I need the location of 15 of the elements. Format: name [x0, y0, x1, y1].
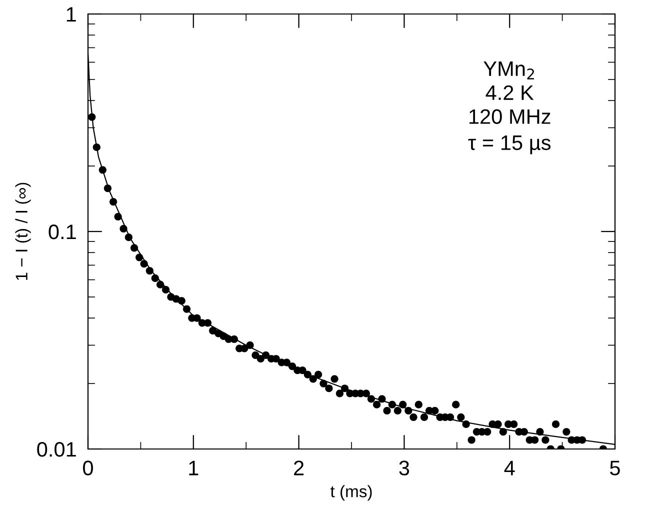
x-tick-label: 4: [504, 460, 515, 476]
x-tick-label: 2: [294, 460, 304, 476]
y-tick-label: 0.01: [37, 442, 76, 457]
annotation: 120 MHz: [470, 109, 550, 124]
y-tick-label: 0.1: [48, 224, 76, 240]
y-axis-title: 1 − I (t) / I (∞): [15, 182, 31, 280]
x-tick-label: 0: [83, 460, 93, 476]
annotation: 4.2 K: [486, 85, 534, 100]
x-tick-label: 5: [610, 460, 620, 476]
x-tick-label: 1: [189, 460, 198, 476]
y-tick-label: 1: [66, 7, 76, 22]
x-axis-title: t (ms): [330, 485, 372, 501]
annotation: YMn$_{2}$: [484, 62, 534, 80]
annotation: τ = 15 µs: [468, 136, 551, 154]
x-tick-label: 3: [399, 460, 410, 476]
